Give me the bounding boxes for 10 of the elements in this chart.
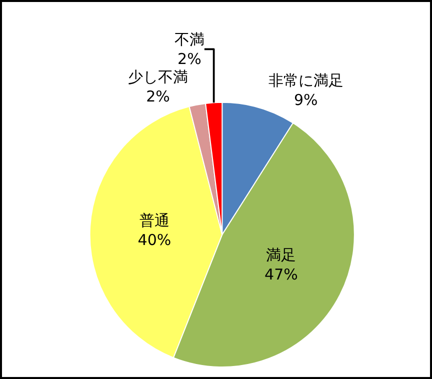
slice-label: 満足 [266,246,296,264]
data-label: 47% [264,266,298,284]
slice-label: 不満 [174,30,204,48]
data-label: 9% [294,91,318,110]
slice-label: 普通 [139,212,170,230]
data-label: 2% [146,87,170,106]
data-label: 40% [138,231,172,250]
data-label: 2% [178,50,202,68]
slice-label: 少し不満 [128,68,188,86]
slice-label: 非常に満足 [268,72,344,90]
